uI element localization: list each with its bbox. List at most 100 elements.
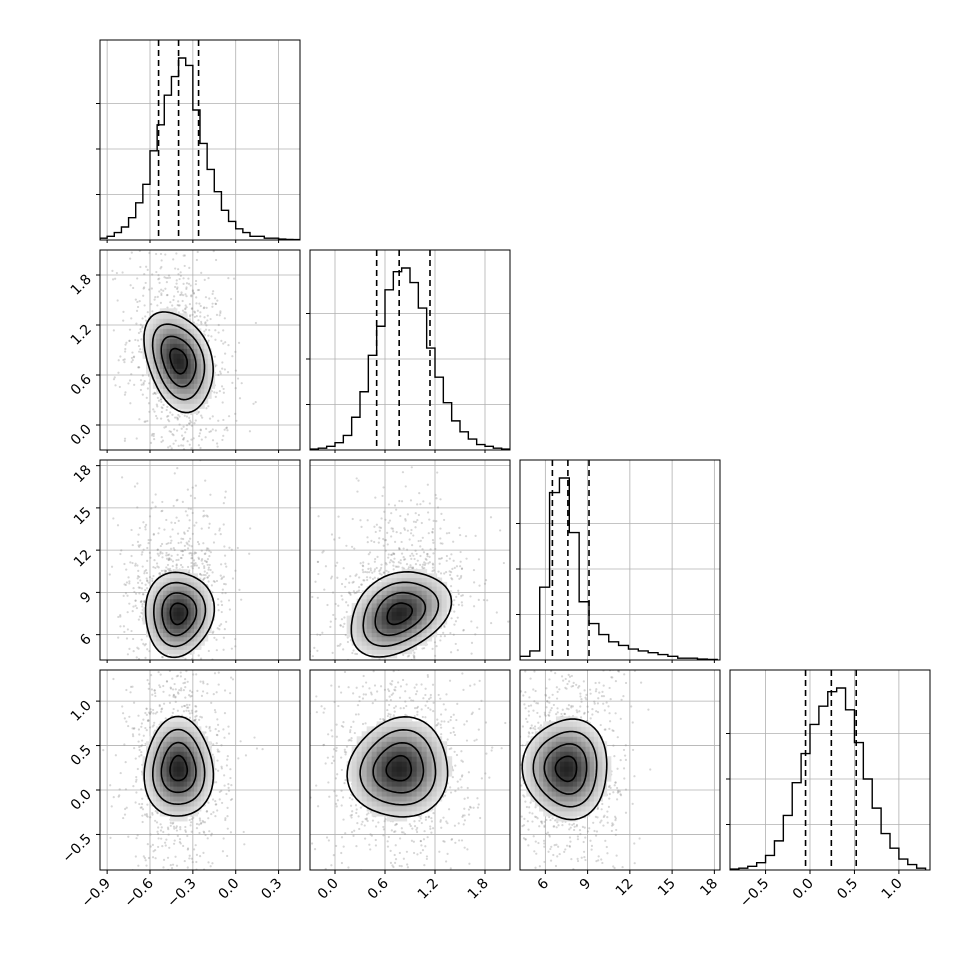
joint-panel-2-3-point	[312, 662, 314, 664]
joint-panel-1-2-point	[172, 433, 175, 437]
joint-panel-1-4-density-cell	[183, 721, 188, 727]
joint-panel-2-3-point	[361, 568, 364, 572]
joint-panel-1-4-point	[186, 866, 189, 869]
joint-panel-2-3-point	[348, 581, 351, 584]
joint-panel-1-3-density-cell	[170, 624, 174, 629]
joint-panel-1-2-density-cell	[183, 393, 188, 399]
joint-panel-1-2-point	[218, 314, 221, 317]
joint-panel-1-3-point	[188, 527, 191, 530]
joint-panel-1-4-point	[206, 873, 208, 875]
joint-panel-1-2-point	[169, 411, 172, 414]
joint-panel-1-2-density-cell	[207, 378, 212, 384]
joint-panel-2-3-point	[412, 534, 415, 537]
joint-panel-1-2-point	[168, 276, 172, 279]
joint-panel-2-3-point	[459, 550, 462, 554]
joint-panel-2-3-point	[381, 494, 384, 498]
joint-panel-1-4-point	[176, 674, 180, 677]
joint-panel-1-3-density-cell	[163, 607, 168, 612]
joint-panel-2-3-point	[416, 503, 419, 506]
joint-panel-1-2-density-cell	[180, 363, 185, 369]
joint-panel-1-3-point	[181, 663, 183, 665]
joint-panel-1-3-point	[249, 527, 252, 530]
joint-panel-2-3-point	[413, 651, 416, 654]
joint-panel-1-3-density-cell	[207, 598, 212, 604]
joint-panel-1-3-point	[203, 559, 207, 562]
joint-panel-1-2-point	[166, 415, 169, 418]
joint-panel-1-3-point	[213, 580, 216, 583]
joint-panel-1-4-point	[207, 817, 210, 820]
joint-panel-1-3-point	[191, 486, 194, 489]
joint-panel-1-4-density-cell	[173, 746, 178, 752]
joint-panel-1-3-point	[220, 661, 222, 663]
joint-panel-2-3-density-cell	[396, 602, 403, 608]
joint-panel-2-3-point	[392, 530, 395, 533]
joint-panel-1-3-point	[202, 542, 205, 545]
joint-panel-2-3-point	[371, 714, 373, 716]
joint-panel-1-3-point	[181, 549, 184, 553]
joint-panel-1-4-point	[138, 755, 141, 758]
joint-panel-1-2-density-cell	[152, 348, 157, 354]
joint-panel-1-3-point	[151, 664, 153, 666]
joint-panel-2-3-point	[461, 604, 464, 607]
joint-panel-1-4-point	[165, 838, 168, 841]
joint-panel-1-3-point	[190, 565, 193, 568]
joint-panel-2-3-density-cell	[421, 615, 428, 621]
joint-panel-2-3-point	[317, 572, 320, 576]
joint-panel-1-4-density-cell	[156, 796, 161, 802]
joint-panel-1-2-point	[135, 309, 139, 312]
joint-panel-1-3-density-cell	[166, 573, 171, 579]
joint-panel-1-3-density-cell	[180, 615, 185, 621]
joint-panel-1-3-density-cell	[183, 624, 188, 629]
joint-panel-1-2-point	[160, 440, 163, 444]
joint-panel-2-3-density-cell	[436, 602, 443, 608]
joint-panel-2-3-point	[459, 533, 462, 537]
joint-panel-1-3-point	[225, 620, 228, 623]
joint-panel-1-3-point	[156, 548, 159, 551]
joint-panel-2-3-point	[397, 561, 400, 564]
joint-panel-1-4-density-cell	[180, 736, 185, 742]
joint-panel-2-3-point	[345, 544, 348, 547]
joint-panel-1-3-point	[211, 631, 214, 634]
joint-panel-1-2-point	[134, 338, 137, 342]
joint-panel-1-2-point	[227, 344, 230, 347]
joint-panel-2-3-density-cell	[376, 632, 383, 638]
joint-panel-1-3-point	[158, 527, 161, 530]
joint-panel-1-4-point	[173, 827, 176, 830]
joint-panel-1-4-point	[226, 754, 229, 758]
joint-panel-1-3-density-cell	[190, 602, 195, 608]
joint-panel-2-3-density-cell	[356, 636, 363, 642]
joint-panel-1-4-density-cell	[180, 766, 185, 772]
joint-panel-1-4-density-cell	[183, 810, 188, 817]
joint-panel-1-2-point	[176, 286, 179, 289]
joint-panel-1-4-point	[172, 821, 175, 824]
joint-panel-2-3-density-cell	[346, 615, 353, 621]
joint-panel-1-3-point	[158, 572, 161, 575]
joint-panel-1-2-density-cell	[187, 363, 192, 369]
joint-panel-1-4-point	[156, 811, 159, 814]
joint-panel-1-3-density-cell	[170, 590, 174, 596]
joint-panel-1-4-density-cell	[163, 771, 168, 777]
joint-panel-2-3-point	[460, 594, 463, 597]
joint-panel-1-4-density-cell	[156, 736, 161, 742]
joint-panel-1-4-point	[171, 863, 175, 866]
joint-panel-1-4-point	[146, 803, 149, 806]
joint-panel-2-3-density-cell	[376, 636, 383, 642]
joint-panel-2-3-point	[477, 598, 480, 601]
joint-panel-2-3-density-cell	[416, 611, 423, 617]
joint-panel-2-3-density-cell	[401, 636, 408, 642]
joint-panel-1-3-point	[211, 666, 213, 668]
joint-panel-1-4-point	[223, 712, 227, 715]
joint-panel-2-3-density-cell	[381, 640, 388, 646]
joint-panel-2-3-point	[377, 541, 380, 544]
joint-panel-1-3-density-cell	[170, 645, 174, 650]
joint-panel-1-2-point	[166, 405, 169, 408]
joint-panel-2-3-point	[421, 565, 424, 568]
joint-panel-1-2-density-cell	[152, 333, 157, 339]
joint-panel-1-2-point	[160, 259, 163, 262]
joint-panel-1-4-point	[124, 807, 127, 811]
joint-panel-1-4-density-cell	[152, 736, 157, 742]
joint-panel-1-2-density-cell	[207, 363, 212, 369]
joint-panel-1-3-point	[141, 705, 143, 707]
joint-panel-2-3-density-cell	[361, 649, 368, 655]
joint-panel-1-2-point	[123, 393, 127, 396]
